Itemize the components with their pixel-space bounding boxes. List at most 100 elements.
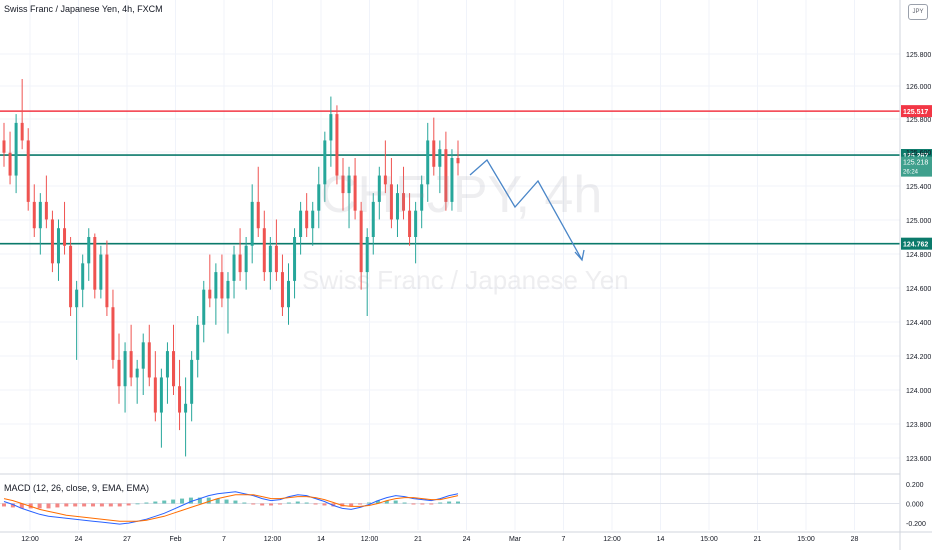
macd-histogram-bar [233,500,238,504]
candle-body [99,254,103,290]
candle-body [165,351,169,378]
macd-histogram-bar [82,503,87,507]
x-tick-label: 15:00 [797,536,815,543]
price-level-tag-label: 125.267 [903,153,928,160]
macd-histogram-bar [447,501,452,504]
candle-body [196,324,200,360]
candle-body [323,140,327,185]
x-tick-label: 7 [562,536,566,543]
y-tick-label: 125.600 [906,150,931,157]
macd-histogram-bar [402,502,407,504]
macd-histogram-bar [456,501,460,504]
candle-body [377,175,381,202]
macd-histogram-bar [251,503,256,505]
macd-indicator-label[interactable]: MACD (12, 26, close, 9, EMA, EMA) [4,483,150,493]
candle-body [178,386,182,413]
macd-histogram-bar [126,503,131,506]
chart-title: Swiss Franc / Japanese Yen, 4h, FXCM [4,4,163,14]
x-tick-label: 24 [75,536,83,543]
candle-body [389,184,393,220]
y-tick-label: 126.000 [906,84,931,91]
macd-histogram-bar [2,503,6,507]
macd-histogram-bar [99,503,104,507]
candle-body [311,210,315,229]
candle-body [117,359,121,387]
x-tick-label: 7 [222,536,226,543]
candle-body [63,228,67,246]
candle-body [56,228,60,264]
macd-y-tick-label: -0.200 [906,521,926,528]
x-tick-label: Feb [169,536,181,543]
macd-histogram-bar [411,503,416,505]
candle-body [262,228,266,273]
candle-body [383,175,387,185]
x-tick-label: 12:00 [21,536,39,543]
macd-histogram-bar [180,498,185,504]
price-level-tag [901,237,932,250]
macd-histogram-bar [286,502,291,504]
x-tick-label: 21 [754,536,762,543]
signal-line [3,494,459,522]
candle-body [93,237,97,290]
macd-histogram-bar [277,503,282,505]
candle-body [335,114,339,176]
candle-body [32,201,36,229]
candle-body [135,368,139,378]
y-tick-label: 125.000 [906,218,931,225]
macd-y-tick-label: 0.000 [906,502,924,509]
candle-body [202,289,206,325]
candle-body [432,140,436,167]
candle-body [214,272,218,299]
candle-body [274,245,278,273]
candle-body [141,342,145,369]
candle-body [256,201,260,229]
candle-body [365,237,369,273]
y-tick-label: 125.800 [906,52,931,59]
candle-body [426,140,430,185]
candle-body [317,184,321,211]
macd-histogram-bar [10,503,15,508]
macd-histogram-bar [313,503,318,505]
candle-body [438,149,442,167]
candle-body [123,351,127,387]
macd-histogram-bar [197,497,202,504]
candle-body [280,272,284,308]
candle-body [444,149,448,202]
macd-histogram-bar [393,500,398,504]
candle-body [111,307,115,360]
candle-body [329,114,333,141]
macd-histogram-bar [420,503,425,505]
candle-body [359,210,363,273]
x-tick-label: 12:00 [264,536,282,543]
x-tick-label: 24 [463,536,471,543]
macd-histogram-bar [46,503,51,509]
macd-histogram-bar [117,503,122,507]
y-tick-label: 124.200 [906,354,931,361]
currency-badge[interactable]: JPY [908,4,928,20]
macd-histogram-bar [188,497,193,504]
macd-histogram-bar [19,503,24,509]
candle-body [8,152,12,176]
candle-body [268,245,272,273]
macd-histogram-bar [206,497,211,504]
candle-body [238,254,242,273]
x-tick-label: 28 [851,536,859,543]
macd-histogram-bar [162,500,167,504]
candle-body [293,237,297,281]
candle-body [456,158,460,164]
y-tick-label: 125.400 [906,184,931,191]
candle-body [87,237,91,264]
macd-histogram-bar [153,501,158,504]
projection-path[interactable] [469,158,583,261]
candle-body [395,193,399,220]
candle-body [171,351,175,387]
y-tick-label: 123.600 [906,456,931,463]
candle-body [44,201,48,220]
macd-histogram-bar [375,500,380,504]
macd-histogram-bar [73,503,78,507]
macd-histogram-bar [260,503,265,506]
candle-body [184,403,188,413]
y-tick-label: 124.400 [906,320,931,327]
